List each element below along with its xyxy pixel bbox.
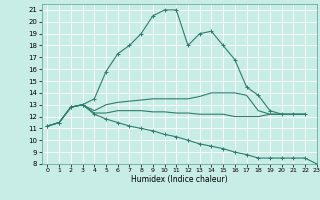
X-axis label: Humidex (Indice chaleur): Humidex (Indice chaleur) [131,175,228,184]
